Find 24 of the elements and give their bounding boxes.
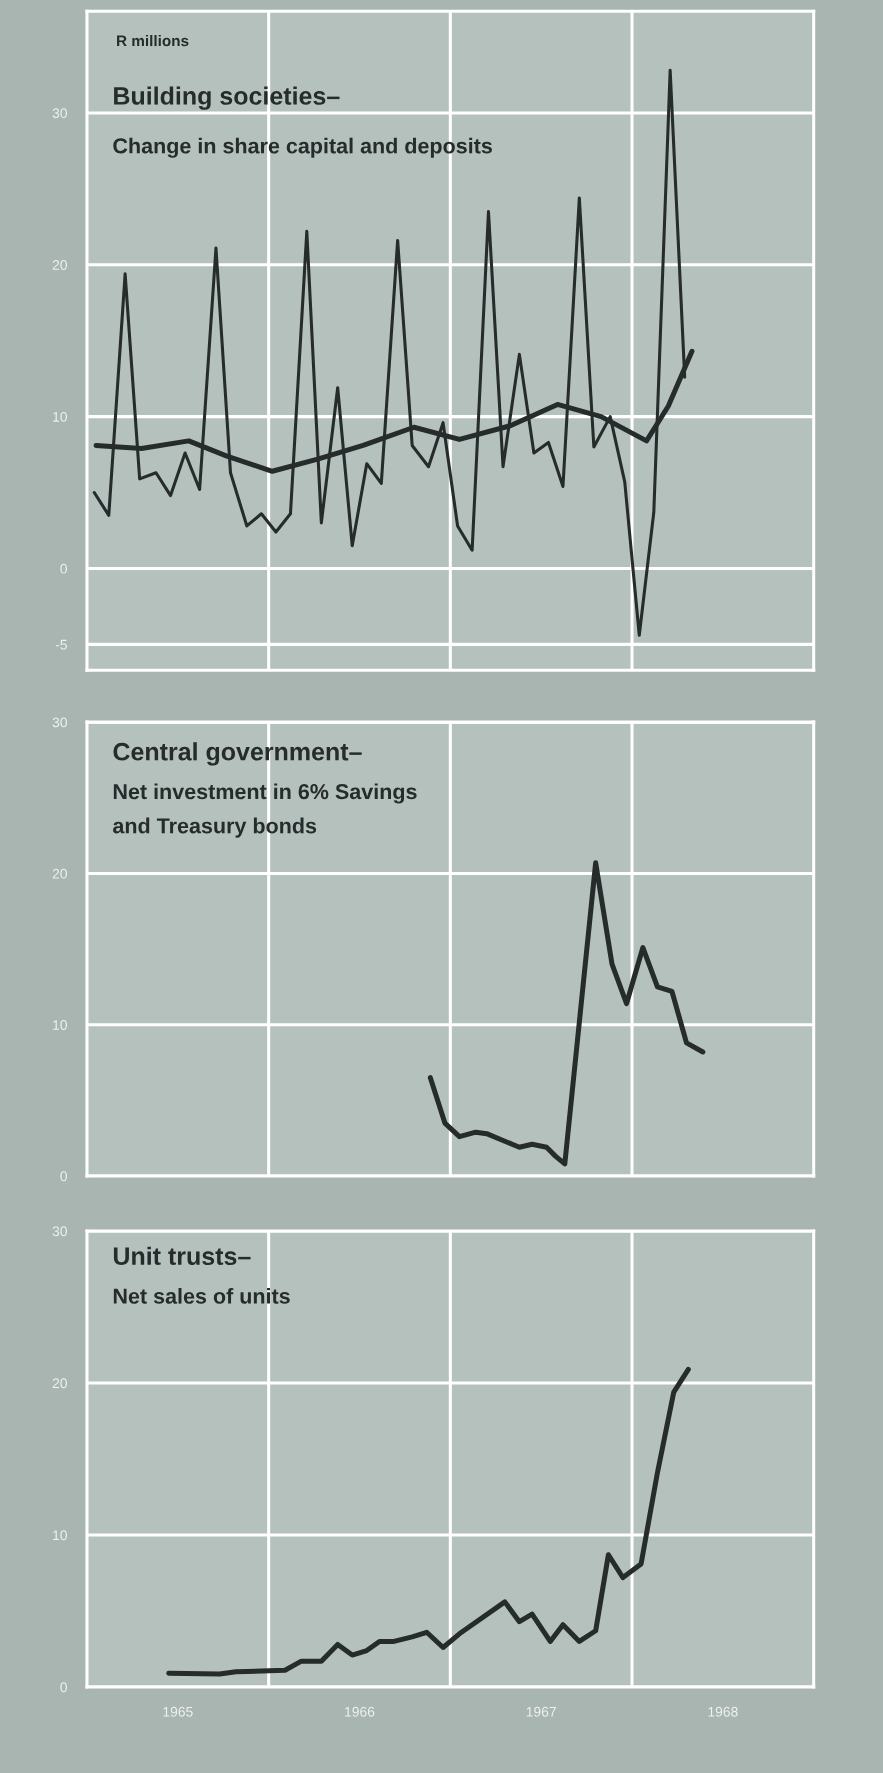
y-tick-label: 20 [52,1378,67,1389]
text: Building societies– [114,86,340,110]
y-tick-label: 10 [53,1530,67,1541]
x-tick-label: 1968 [708,1706,738,1717]
x-tick-label: 1966 [345,1706,375,1717]
y-axis-title: R millions [117,35,189,47]
text: Net investment in 6% Savings and Treasury bonds [113,783,417,838]
y-tick-label: 30 [52,108,67,119]
text: Net sales of units [113,1288,290,1304]
y-tick-label: 0 [60,563,67,574]
y-tick-label: 20 [52,260,67,270]
y-tick-label: -5 [55,639,67,650]
x-tick-label: 1965 [163,1706,193,1717]
y-tick-label: 20 [52,868,67,879]
text: Change in share capital and deposits [113,137,492,158]
y-tick-label: 0 [60,1171,67,1182]
y-tick-label: 30 [52,1226,67,1237]
text: Central government– [113,742,362,766]
y-tick-label: 0 [60,1682,67,1693]
x-tick-label: 1967 [526,1706,556,1717]
y-tick-label: 30 [52,717,67,728]
y-tick-label: 10 [53,1020,67,1030]
chart-title: Unit trusts– [113,1246,251,1266]
y-tick-label: 10 [53,411,67,422]
